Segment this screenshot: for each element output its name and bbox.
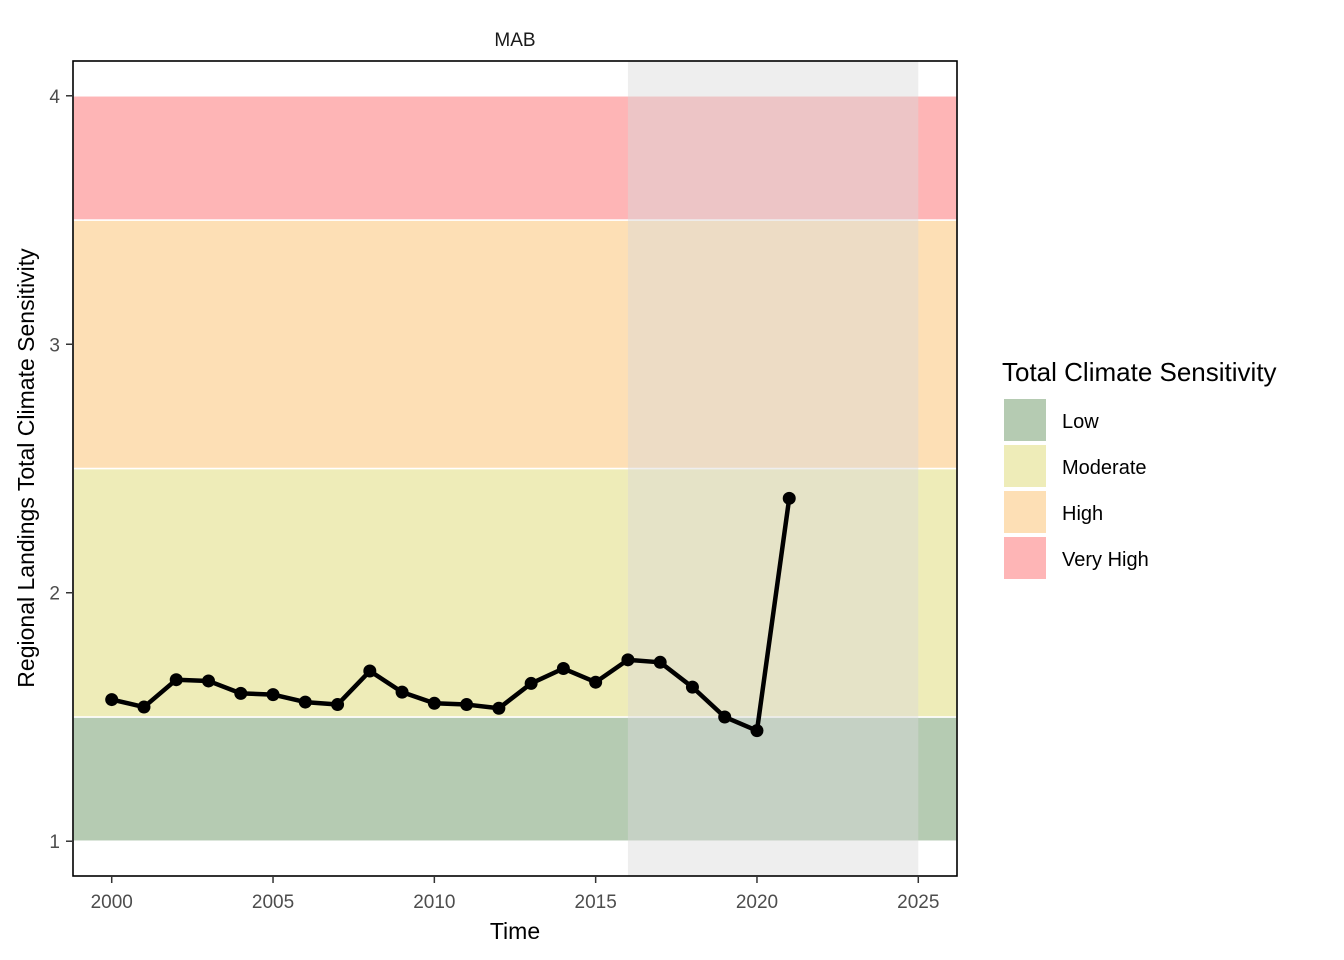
data-point-2005 <box>266 688 280 702</box>
data-point-2014 <box>556 662 570 676</box>
data-point-2000 <box>105 693 119 707</box>
x-tick-label-2000: 2000 <box>91 892 133 913</box>
x-axis-title: Time <box>490 918 540 944</box>
data-point-2004 <box>234 686 248 700</box>
x-tick-label-2015: 2015 <box>575 892 617 913</box>
plot-border <box>72 60 958 877</box>
series-line <box>109 496 792 733</box>
legend-key-low <box>1004 399 1046 441</box>
data-point-2018 <box>685 680 699 694</box>
legend-key-very-high <box>1004 537 1046 579</box>
x-axis: 2000 2005 2010 2015 2020 2025 <box>91 876 939 913</box>
data-point-2011 <box>460 698 474 712</box>
y-tick-label-3: 3 <box>49 335 60 356</box>
data-point-2010 <box>427 696 441 710</box>
legend-title: Total Climate Sensitivity <box>1002 357 1277 387</box>
y-axis-title: Regional Landings Total Climate Sensitiv… <box>13 248 39 688</box>
series-layer <box>105 491 796 738</box>
x-tick-label-2020: 2020 <box>736 892 778 913</box>
data-point-2007 <box>331 698 345 712</box>
x-tick-label-2025: 2025 <box>897 892 939 913</box>
shaded-period <box>627 61 919 876</box>
y-tick-label-4: 4 <box>49 87 60 108</box>
legend-label-low: Low <box>1062 411 1099 433</box>
data-point-2019 <box>718 710 732 724</box>
x-tick-label-2005: 2005 <box>252 892 294 913</box>
legend-key-high <box>1004 491 1046 533</box>
data-point-2009 <box>395 685 409 699</box>
legend-label-very-high: Very High <box>1062 549 1149 571</box>
shaded-period-rect <box>627 61 919 876</box>
facet-title: MAB <box>494 30 535 51</box>
data-point-2017 <box>653 655 667 669</box>
x-tick-label-2010: 2010 <box>413 892 455 913</box>
data-point-2012 <box>492 701 506 715</box>
y-axis: 1 2 3 4 <box>49 87 73 853</box>
data-point-2006 <box>298 695 312 709</box>
legend: Total Climate Sensitivity Low Moderate Hig… <box>1002 357 1277 579</box>
band-low <box>72 716 958 842</box>
data-point-2003 <box>202 674 216 688</box>
data-point-2021 <box>782 491 796 505</box>
data-point-2020 <box>750 724 764 738</box>
data-point-2013 <box>524 676 538 690</box>
legend-entries: Low Moderate High Very High <box>1004 399 1149 579</box>
data-point-2016 <box>621 653 635 667</box>
data-point-2002 <box>169 673 183 687</box>
data-point-2015 <box>589 675 603 689</box>
data-point-2001 <box>137 700 151 714</box>
y-tick-label-2: 2 <box>49 584 60 605</box>
band-high <box>72 219 958 470</box>
band-very-high <box>72 95 958 221</box>
legend-key-moderate <box>1004 445 1046 487</box>
sensitivity-bands <box>72 95 958 842</box>
y-tick-label-1: 1 <box>49 832 60 853</box>
data-point-2008 <box>363 664 377 678</box>
legend-label-high: High <box>1062 503 1103 525</box>
legend-label-moderate: Moderate <box>1062 457 1147 479</box>
